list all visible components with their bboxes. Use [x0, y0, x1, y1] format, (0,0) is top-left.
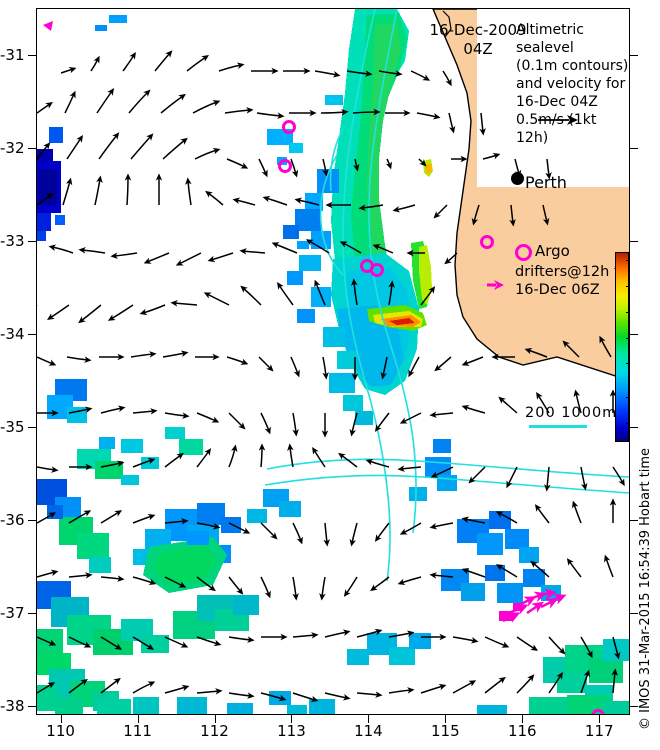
argo-float-markers	[278, 120, 605, 714]
x-axis-tick	[522, 715, 524, 723]
bathymetry-scale-label: 200 1000m	[525, 405, 618, 421]
y-axis-tick-label: -38	[0, 696, 25, 715]
x-axis-tick	[214, 715, 216, 723]
x-axis-tick	[60, 715, 62, 723]
drifter-legend-arrow-icon	[487, 280, 504, 290]
colorbar-tick	[626, 423, 629, 425]
x-axis-tick-label: 117	[584, 722, 614, 740]
colorbar-gradient	[615, 252, 629, 442]
legend-backdrop	[477, 9, 629, 187]
legend-description: Altimetric sealevel (0.1m contours) and …	[516, 22, 629, 146]
y-axis-tick-label: -34	[0, 324, 25, 343]
right-axis-tick	[630, 519, 638, 521]
y-axis-tick-label: -32	[0, 138, 25, 157]
x-axis-tick-label: 116	[507, 722, 537, 740]
colorbar-tick	[626, 311, 629, 313]
x-axis-tick	[137, 715, 139, 723]
y-axis-tick-label: -31	[0, 45, 25, 64]
y-axis-tick	[28, 612, 36, 614]
reference-velocity-arrow	[538, 115, 578, 125]
right-axis-tick	[630, 426, 638, 428]
y-axis-tick-label: -37	[0, 603, 25, 622]
right-axis-tick	[630, 240, 638, 242]
y-axis-tick-label: -36	[0, 510, 25, 529]
y-axis-tick	[28, 705, 36, 707]
right-axis-tick	[630, 705, 638, 707]
drifter-track-blob	[499, 603, 523, 621]
x-axis-tick-label: 112	[200, 722, 229, 740]
colorbar-tick	[626, 260, 629, 262]
right-axis-tick	[630, 612, 638, 614]
map-plot-area[interactable]: 16-Dec-2009 04Z Altimetric sealevel (0.1…	[36, 8, 630, 715]
x-axis-tick-label: 110	[46, 722, 75, 740]
copyright-credit: © IMOS 31-Mar-2015 16:54:39 Hobart time	[638, 447, 653, 730]
bathymetry-scale-line	[529, 425, 587, 428]
velocity-vectors	[37, 50, 625, 703]
perth-label: Perth	[525, 173, 567, 192]
argo-legend-icon	[515, 244, 532, 261]
x-axis-tick-label: 113	[277, 722, 306, 740]
y-axis-tick	[28, 426, 36, 428]
right-axis-tick	[630, 54, 638, 56]
y-axis-tick	[28, 240, 36, 242]
x-axis-tick	[291, 715, 293, 723]
y-axis-tick	[28, 519, 36, 521]
chlorophyll-field	[37, 9, 629, 714]
perth-city-marker	[511, 172, 524, 185]
argo-float-marker-top	[43, 21, 53, 31]
y-axis-tick-label: -35	[0, 417, 25, 436]
y-axis-tick-label: -33	[0, 231, 25, 250]
colorbar-tick	[626, 397, 629, 399]
map-layers	[37, 9, 629, 714]
right-axis-tick	[630, 147, 638, 149]
date-stamp: 16-Dec-2009 04Z	[429, 21, 527, 58]
argo-legend-label: Argo	[535, 242, 570, 260]
y-axis-tick	[28, 147, 36, 149]
x-axis-tick	[445, 715, 447, 723]
drifter-legend-label: drifters@12h to 16-Dec 06Z	[515, 264, 628, 298]
y-axis-tick	[28, 54, 36, 56]
x-axis-tick	[368, 715, 370, 723]
colorbar-tick	[626, 286, 629, 288]
colorbar-tick	[626, 363, 629, 365]
colorbar-tick	[626, 337, 629, 339]
x-axis-tick	[599, 715, 601, 723]
x-axis-tick-label: 111	[123, 722, 152, 740]
right-axis-tick	[630, 333, 638, 335]
x-axis-tick-label: 115	[431, 722, 460, 740]
x-axis-tick-label: 114	[354, 722, 383, 740]
y-axis-tick	[28, 333, 36, 335]
